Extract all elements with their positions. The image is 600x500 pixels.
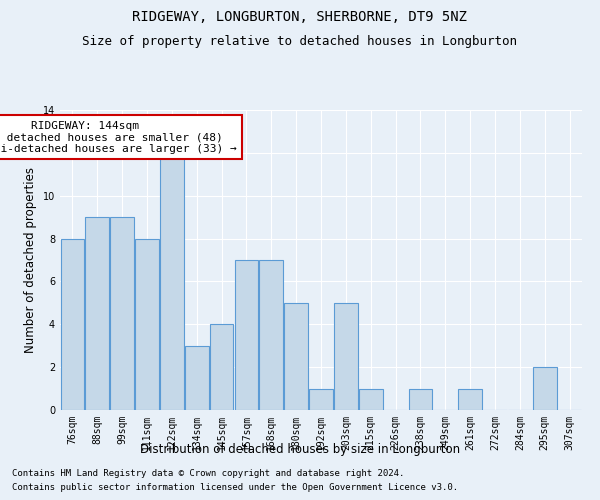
Text: Contains public sector information licensed under the Open Government Licence v3: Contains public sector information licen…	[12, 484, 458, 492]
Bar	[235, 260, 258, 410]
Text: RIDGEWAY, LONGBURTON, SHERBORNE, DT9 5NZ: RIDGEWAY, LONGBURTON, SHERBORNE, DT9 5NZ	[133, 10, 467, 24]
Bar	[160, 153, 184, 410]
Text: Contains HM Land Registry data © Crown copyright and database right 2024.: Contains HM Land Registry data © Crown c…	[12, 468, 404, 477]
Bar	[259, 260, 283, 410]
Text: Size of property relative to detached houses in Longburton: Size of property relative to detached ho…	[83, 35, 517, 48]
Y-axis label: Number of detached properties: Number of detached properties	[24, 167, 37, 353]
Bar	[110, 217, 134, 410]
Bar	[309, 388, 333, 410]
Text: RIDGEWAY: 144sqm
← 59% of detached houses are smaller (48)
41% of semi-detached : RIDGEWAY: 144sqm ← 59% of detached house…	[0, 120, 237, 154]
Bar	[334, 303, 358, 410]
Bar	[61, 238, 84, 410]
Bar	[458, 388, 482, 410]
Bar	[85, 217, 109, 410]
Bar	[409, 388, 432, 410]
Bar	[533, 367, 557, 410]
Bar	[210, 324, 233, 410]
Text: Distribution of detached houses by size in Longburton: Distribution of detached houses by size …	[140, 442, 460, 456]
Bar	[135, 238, 159, 410]
Bar	[284, 303, 308, 410]
Bar	[359, 388, 383, 410]
Bar	[185, 346, 209, 410]
